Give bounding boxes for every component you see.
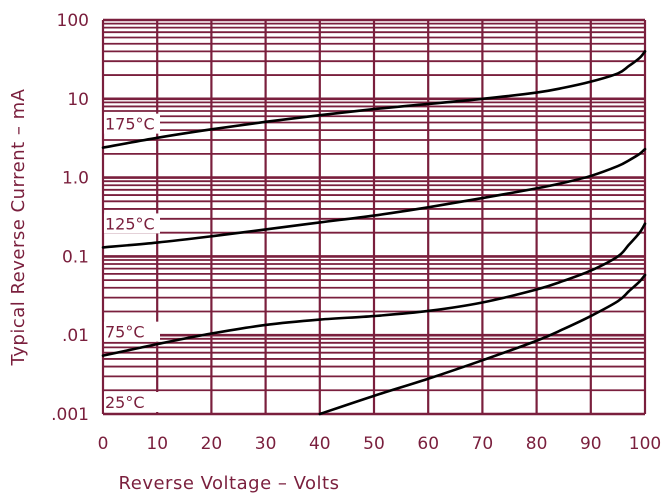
x-tick-label: 0 bbox=[98, 434, 109, 454]
x-tick-label: 100 bbox=[629, 434, 661, 454]
grid bbox=[101, 18, 647, 416]
series-label: 25°C bbox=[105, 393, 145, 412]
series-label-background bbox=[104, 392, 160, 412]
y-tick-label: 0.1 bbox=[62, 247, 89, 267]
x-tick-label: 70 bbox=[472, 434, 494, 454]
series-label-background bbox=[104, 113, 160, 134]
x-tick-label: 20 bbox=[201, 434, 223, 454]
x-tick-label: 90 bbox=[580, 434, 602, 454]
series-label-background bbox=[104, 321, 160, 342]
series-labels: 175°C 125°C 75°C 25°C bbox=[104, 113, 160, 412]
x-tick-label: 40 bbox=[309, 434, 331, 454]
x-tick-label: 50 bbox=[363, 434, 385, 454]
tick-labels: 0 10 20 30 40 50 60 70 80 90 100 .001 .01 0.1 1.0 10 100 bbox=[51, 11, 661, 454]
x-tick-label: 60 bbox=[417, 434, 439, 454]
series-label: 125°C bbox=[105, 214, 155, 233]
series-label: 75°C bbox=[105, 323, 145, 342]
series-label: 175°C bbox=[105, 115, 155, 134]
x-tick-label: 10 bbox=[146, 434, 168, 454]
y-tick-label: 1.0 bbox=[62, 169, 89, 189]
x-tick-label: 80 bbox=[526, 434, 548, 454]
x-axis-label: Reverse Voltage – Volts bbox=[119, 473, 340, 494]
y-tick-label: .001 bbox=[51, 405, 89, 425]
x-tick-label: 30 bbox=[255, 434, 277, 454]
series-line bbox=[101, 222, 647, 357]
series-line bbox=[318, 273, 647, 416]
y-axis-label: Typical Reverse Current – mA bbox=[8, 88, 29, 366]
series-line bbox=[101, 50, 647, 149]
series-line bbox=[101, 147, 647, 249]
y-tick-label: .01 bbox=[62, 326, 89, 346]
series-label-background bbox=[104, 213, 160, 234]
y-tick-label: 100 bbox=[57, 11, 89, 31]
y-tick-label: 10 bbox=[67, 90, 89, 110]
curves bbox=[101, 50, 647, 416]
